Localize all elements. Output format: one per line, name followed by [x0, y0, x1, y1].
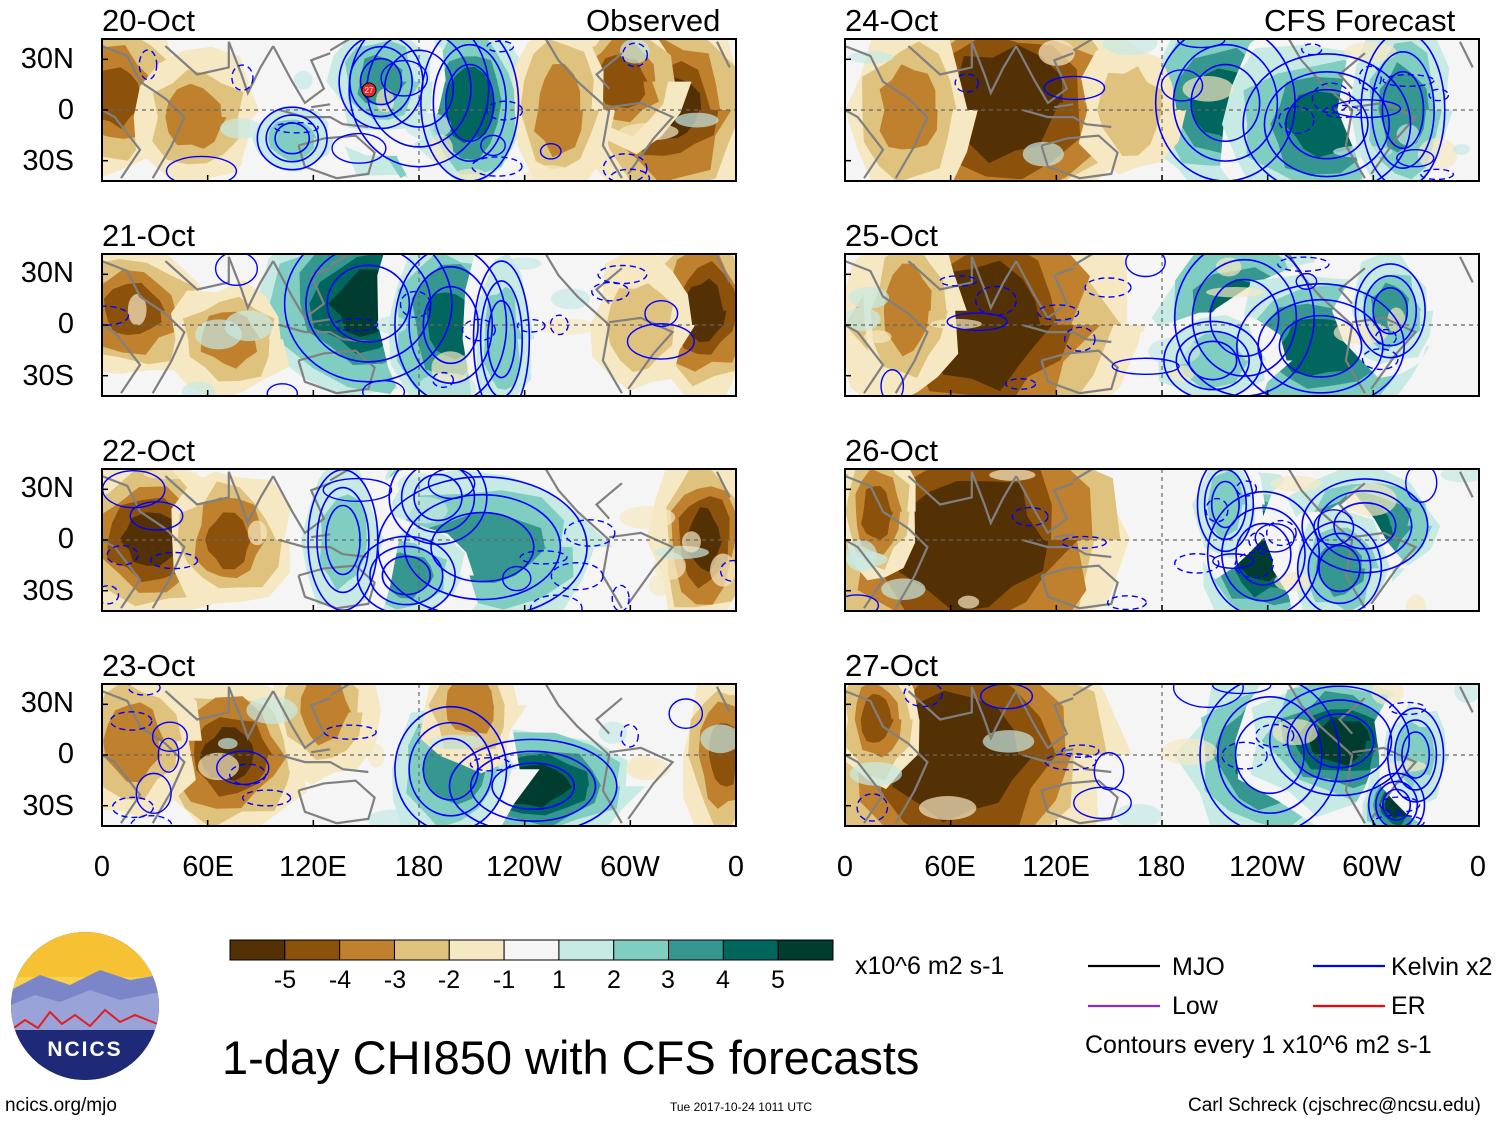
colorbar-swatch: [558, 939, 615, 961]
colorbar-units: x10^6 m2 s-1: [855, 952, 1005, 980]
lat-label-30n: 30N: [20, 687, 74, 719]
lat-label-30s: 30S: [22, 145, 74, 177]
tropical-storm-marker: 27: [361, 82, 377, 98]
lat-label-30n: 30N: [20, 257, 74, 289]
map-panel-22-oct: [102, 469, 736, 611]
colorbar-tick: 5: [771, 966, 785, 994]
panel-date-25-oct: 25-Oct: [845, 218, 939, 253]
colorbar-swatch: [229, 939, 286, 961]
contour-legend: [1088, 964, 1385, 1008]
lon-label-0: 0: [1469, 851, 1487, 883]
panel-date-20-oct: 20-Oct: [102, 3, 196, 38]
colorbar-tick: -1: [492, 966, 516, 994]
colorbar-swatch: [448, 939, 505, 961]
lat-label-30s: 30S: [22, 360, 74, 392]
cfs-forecast-label: CFS Forecast: [1264, 3, 1456, 38]
map-panel-26-oct: [845, 469, 1479, 611]
legend-label-er: ER: [1391, 992, 1426, 1020]
colorbar: [229, 939, 834, 961]
lat-label-30s: 30S: [22, 575, 74, 607]
panel-date-21-oct: 21-Oct: [102, 218, 196, 253]
map-panel-20-oct: [102, 39, 736, 181]
logo-text: NCICS: [47, 1038, 122, 1061]
lat-label-0: 0: [57, 523, 74, 555]
colorbar-swatch: [284, 939, 341, 961]
colorbar-swatch: [503, 939, 560, 961]
colorbar-tick: 3: [661, 966, 675, 994]
colorbar-tick: -3: [383, 966, 407, 994]
colorbar-swatch: [668, 939, 724, 961]
colorbar-tick: -4: [328, 966, 352, 994]
source-url: ncics.org/mjo: [5, 1095, 117, 1116]
map-panel-25-oct: [845, 254, 1479, 396]
map-panel-21-oct: [102, 254, 736, 396]
lon-label-120e: 120E: [1022, 851, 1090, 883]
lon-label-180: 180: [1136, 851, 1186, 883]
figure-title: 1-day CHI850 with CFS forecasts: [222, 1031, 920, 1084]
colorbar-swatch: [393, 939, 450, 961]
lon-label-0: 0: [93, 851, 111, 883]
map-panel-24-oct: [845, 39, 1479, 181]
lat-label-0: 0: [57, 308, 74, 340]
colorbar-swatch: [722, 939, 779, 961]
map-panel-27-oct: [845, 684, 1479, 826]
contour-interval-note: Contours every 1 x10^6 m2 s-1: [1085, 1031, 1432, 1059]
legend-label-mjo: MJO: [1172, 953, 1225, 981]
panel-date-24-oct: 24-Oct: [845, 3, 939, 38]
colorbar-swatch: [777, 939, 834, 961]
legend-label-kelvin: Kelvin x2: [1391, 953, 1493, 981]
legend-label-low: Low: [1172, 992, 1218, 1020]
observed-label: Observed: [586, 3, 721, 38]
lat-label-30n: 30N: [20, 43, 74, 75]
lon-label-60e: 60E: [924, 851, 976, 883]
colorbar-swatch: [613, 939, 670, 961]
lon-label-60e: 60E: [182, 851, 234, 883]
lon-label-0: 0: [836, 851, 854, 883]
lon-label-60w: 60W: [600, 851, 660, 883]
lat-label-30s: 30S: [22, 790, 74, 822]
colorbar-tick: 2: [607, 966, 621, 994]
panel-date-23-oct: 23-Oct: [102, 648, 196, 683]
colorbar-tick: 1: [552, 966, 566, 994]
panel-date-26-oct: 26-Oct: [845, 433, 939, 468]
colorbar-swatch: [339, 939, 395, 961]
ncics-logo: NCICS: [11, 932, 159, 1080]
lon-label-180: 180: [394, 851, 444, 883]
colorbar-tick: -2: [437, 966, 461, 994]
lat-label-0: 0: [57, 94, 74, 126]
svg-text:27: 27: [365, 86, 374, 95]
credit: Carl Schreck (cjschrec@ncsu.edu): [1188, 1095, 1481, 1116]
lon-label-120e: 120E: [279, 851, 347, 883]
lon-label-0: 0: [727, 851, 745, 883]
panel-date-27-oct: 27-Oct: [845, 648, 939, 683]
colorbar-tick: 4: [716, 966, 730, 994]
panel-date-22-oct: 22-Oct: [102, 433, 196, 468]
map-panel-23-oct: [102, 684, 736, 826]
colorbar-tick: -5: [273, 966, 297, 994]
lon-label-60w: 60W: [1342, 851, 1402, 883]
lon-label-120w: 120W: [1229, 851, 1305, 883]
lon-label-120w: 120W: [486, 851, 562, 883]
lat-label-0: 0: [57, 738, 74, 770]
lat-label-30n: 30N: [20, 472, 74, 504]
timestamp: Tue 2017-10-24 1011 UTC: [670, 1100, 813, 1114]
